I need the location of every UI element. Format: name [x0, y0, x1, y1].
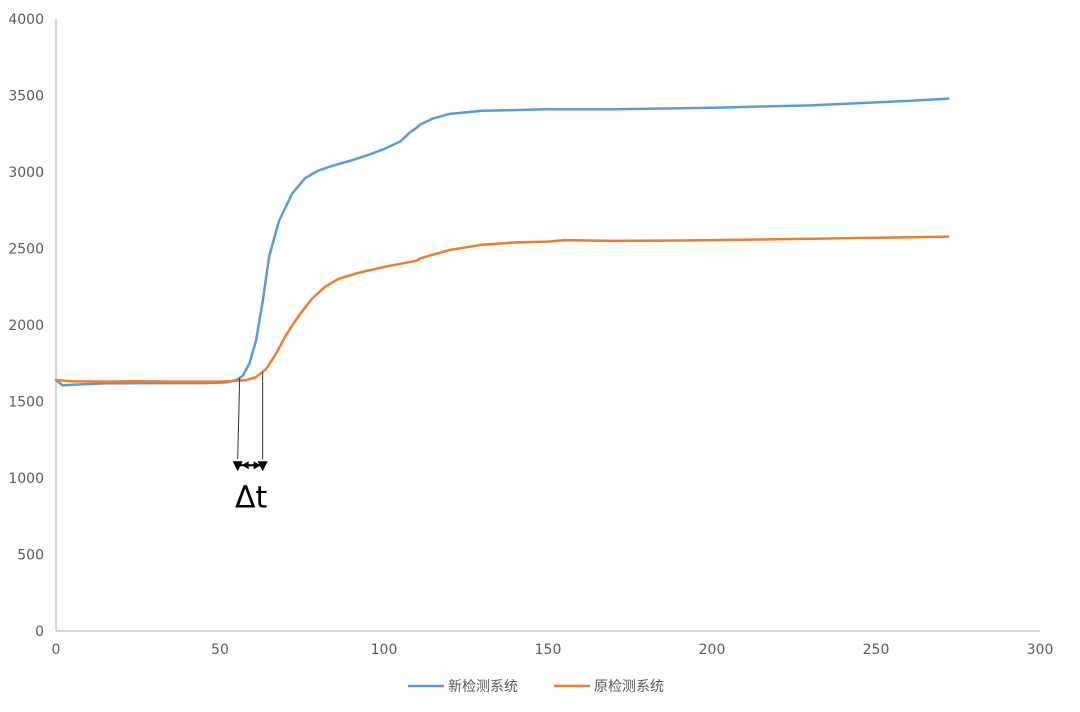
delta-start-leader: [237, 377, 241, 460]
y-tick-label: 2500: [8, 242, 44, 258]
series-line-2: [54, 235, 950, 383]
x-tick-label: 100: [371, 642, 398, 658]
series-layer: [54, 97, 950, 387]
x-tick-label: 150: [535, 642, 562, 658]
x-tick-label: 50: [211, 642, 229, 658]
legend: 新检测系统 原检测系统: [408, 679, 664, 695]
y-tick-label: 2000: [8, 318, 44, 334]
legend-label-2: 原检测系统: [594, 679, 664, 695]
y-tick-label: 0: [35, 624, 44, 640]
legend-label-1: 新检测系统: [448, 679, 518, 695]
x-tick-label: 0: [52, 642, 61, 658]
delta-t-annotation: Δt: [232, 371, 268, 515]
y-tick-label: 500: [17, 548, 44, 564]
delta-t-label: Δt: [235, 480, 268, 515]
delta-arrow-left: [241, 461, 249, 470]
series-line-1: [54, 97, 950, 387]
delta-start-arrowhead: [232, 461, 243, 472]
y-tick-label: 4000: [8, 12, 44, 28]
y-tick-label: 3500: [8, 89, 44, 105]
x-tick-label: 300: [1027, 642, 1054, 658]
x-tick-label: 200: [699, 642, 726, 658]
axes: 0 500 1000 1500 2000 2500 3000 3500 4000 0 50 100 15…: [8, 12, 1053, 658]
y-tick-label: 1000: [8, 471, 44, 487]
y-tick-label: 3000: [8, 165, 44, 181]
delta-arrow-right: [253, 461, 261, 470]
y-tick-label: 1500: [8, 395, 44, 411]
x-tick-label: 250: [863, 642, 890, 658]
